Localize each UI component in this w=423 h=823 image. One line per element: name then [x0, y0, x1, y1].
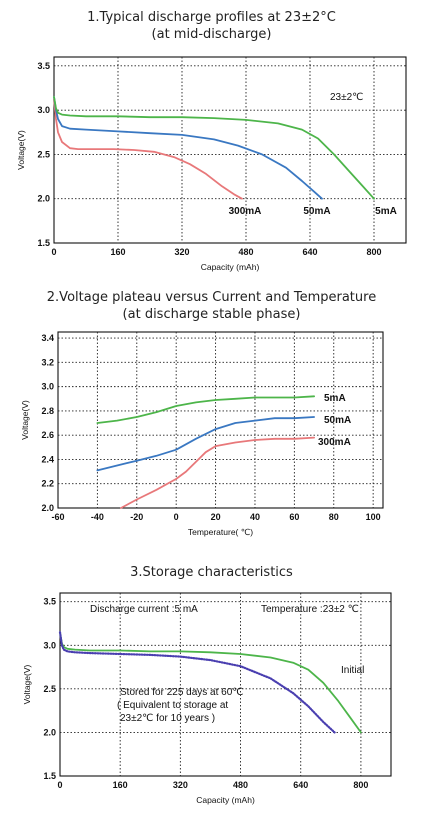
series-label-300ma: 300mA: [318, 437, 351, 448]
discharge-current-annotation: Discharge current :5 mA: [90, 604, 198, 615]
y-tick-label: 3.5: [37, 61, 50, 71]
y-tick-label: 3.0: [43, 640, 56, 650]
series-line-initial: [59, 631, 362, 734]
plot-frame: [59, 592, 392, 777]
y-axis-label: Voltage(V): [16, 130, 26, 170]
x-tick-label: -40: [91, 512, 104, 522]
stored-label-line-2: ( Equivalent to storage at: [117, 700, 228, 711]
y-tick-label: 2.0: [43, 727, 56, 737]
y-tick-label: 2.6: [41, 430, 54, 440]
series-line-300ma: [120, 436, 316, 509]
series-label-50ma: 50mA: [303, 206, 330, 217]
x-tick-label: 800: [353, 780, 368, 790]
chart-3: 3.Storage characteristics 0 160 320 480 640 8…: [0, 550, 423, 823]
x-tick-label: 20: [211, 512, 221, 522]
chart-3-title: 3.Storage characteristics: [130, 565, 293, 580]
series-line-stored-for-225-days-at-60-: [58, 631, 336, 734]
initial-label: Initial: [341, 665, 364, 676]
x-tick-label: 80: [329, 512, 339, 522]
x-tick-label: 40: [250, 512, 260, 522]
y-tick-label: 3.5: [43, 597, 56, 607]
series-line-300ma: [53, 98, 243, 200]
series-label-300ma: 300mA: [229, 206, 262, 217]
x-axis-label: Capacity (mAh): [201, 262, 260, 272]
y-tick-label: 3.0: [41, 382, 54, 392]
y-tick-label: 2.5: [43, 684, 56, 694]
series-label-50ma: 50mA: [324, 415, 351, 426]
y-tick-label: 1.5: [43, 771, 56, 781]
x-tick-label: 480: [233, 780, 248, 790]
x-tick-label: 160: [113, 780, 128, 790]
x-tick-label: 0: [57, 780, 62, 790]
y-tick-label: 3.2: [41, 357, 54, 367]
y-tick-label: 3.0: [37, 105, 50, 115]
x-tick-label: 480: [238, 247, 253, 257]
x-tick-label: 320: [174, 247, 189, 257]
x-tick-label: 100: [366, 512, 381, 522]
chart-3-plot: 0 160 320 480 640 800 1.5 2.0 2.5 3.0 3.5 Capacity …: [22, 592, 392, 805]
x-tick-label: 800: [366, 247, 381, 257]
x-tick-label: 320: [173, 780, 188, 790]
x-tick-label: 640: [302, 247, 317, 257]
series-line-5ma: [96, 395, 316, 424]
chart-1-plot: 0 160 320 480 640 800 1.5 2.0 2.5 3.0 3.5 Capacity …: [16, 56, 407, 272]
chart-1: 1.Typical discharge profiles at 23±2°C (…: [0, 0, 423, 285]
series-label-5ma: 5mA: [324, 393, 346, 404]
y-axis-label: Voltage(V): [20, 400, 30, 440]
chart-1-title: 1.Typical discharge profiles at 23±2°C: [87, 10, 336, 25]
chart-2-subtitle: (at discharge stable phase): [122, 307, 301, 322]
y-tick-label: 2.4: [41, 454, 54, 464]
series-line-50ma: [96, 416, 316, 472]
x-tick-label: 640: [293, 780, 308, 790]
stored-label-line-3: 23±2℃ for 10 years ): [120, 713, 215, 724]
temperature-annotation: 23±2℃: [330, 92, 363, 103]
series-label-5ma: 5mA: [375, 206, 397, 217]
x-axis-label: Temperature( ℃): [188, 527, 253, 537]
x-tick-label: 60: [289, 512, 299, 522]
x-tick-label: -60: [51, 512, 64, 522]
series-line-50ma: [53, 96, 323, 200]
x-tick-label: -20: [130, 512, 143, 522]
x-tick-label: 0: [174, 512, 179, 522]
y-tick-label: 2.0: [41, 503, 54, 513]
y-tick-label: 2.5: [37, 149, 50, 159]
chart-2-title: 2.Voltage plateau versus Current and Tem…: [46, 290, 377, 305]
chart-2: 2.Voltage plateau versus Current and Tem…: [0, 285, 423, 550]
x-axis-label: Capacity (mAh): [196, 795, 255, 805]
y-tick-label: 2.8: [41, 406, 54, 416]
x-tick-label: 0: [51, 247, 56, 257]
y-tick-label: 2.2: [41, 479, 54, 489]
chart-2-plot: -60 -40 -20 0 20 40 60 80 100 2.0 2.2 2.4 2.6 2.8 3.0 3…: [20, 331, 384, 537]
series-line-5ma: [53, 96, 375, 200]
plot-frame: [53, 56, 407, 244]
y-tick-label: 3.4: [41, 333, 54, 343]
plot-frame: [57, 331, 384, 509]
y-tick-label: 2.0: [37, 194, 50, 204]
stored-label-line-1: Stored for 225 days at 60℃: [120, 687, 244, 698]
y-tick-label: 1.5: [37, 238, 50, 248]
temperature-annotation: Temperature :23±2 ℃: [261, 604, 359, 615]
x-tick-label: 160: [110, 247, 125, 257]
chart-1-subtitle: (at mid-discharge): [151, 27, 272, 42]
y-axis-label: Voltage(V): [22, 664, 32, 704]
